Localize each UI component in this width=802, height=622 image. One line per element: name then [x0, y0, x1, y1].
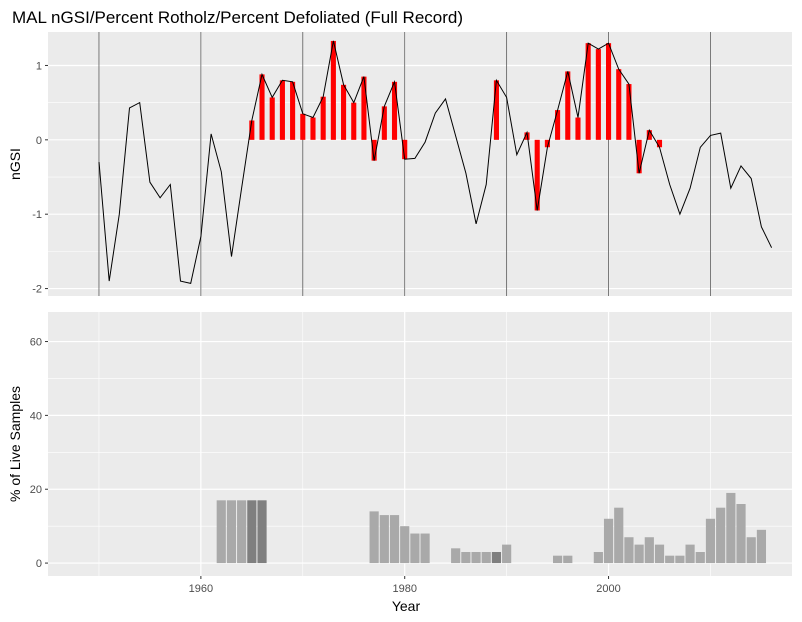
x-axis-label: Year — [392, 598, 421, 614]
chart-title: MAL nGSI/Percent Rotholz/Percent Defolia… — [12, 8, 463, 27]
percent-bar — [471, 552, 481, 564]
percent-bar — [644, 537, 654, 564]
highlight-bar — [575, 117, 581, 140]
percent-bar — [451, 548, 461, 564]
x-tick-label: 1960 — [189, 583, 213, 595]
percent-bar — [389, 515, 400, 564]
percent-bar — [491, 552, 502, 564]
y-tick-label: -2 — [32, 284, 42, 296]
highlight-bar — [534, 139, 540, 211]
percent-bar — [654, 544, 665, 564]
percent-bar — [481, 552, 491, 564]
x-tick-label: 1980 — [392, 583, 416, 595]
percent-bar — [502, 544, 512, 564]
percent-bar — [685, 544, 695, 564]
percent-bar — [226, 500, 237, 564]
bottom-panel-background — [48, 312, 792, 576]
highlight-bar — [279, 80, 285, 140]
percent-bar — [603, 518, 614, 564]
bottom-panel: 0 20 40 60 % of Live Samples — [7, 312, 792, 576]
bottom-panel-y-axis-label: % of Live Samples — [7, 386, 23, 502]
percent-bar — [257, 500, 267, 564]
percent-bar — [379, 515, 389, 564]
y-tick-label: 60 — [30, 337, 42, 349]
highlight-bar — [381, 106, 387, 140]
percent-bar — [756, 529, 767, 564]
percent-bar — [420, 533, 430, 564]
bottom-panel-y-ticks: 0 20 40 60 — [30, 337, 48, 570]
y-tick-label: 0 — [36, 135, 42, 147]
percent-bar — [746, 537, 756, 564]
highlight-bar — [402, 139, 408, 160]
highlight-bar — [341, 84, 347, 140]
percent-bar — [400, 526, 410, 564]
highlight-bar — [259, 74, 265, 140]
top-panel-background — [48, 32, 792, 296]
highlight-bar — [371, 139, 377, 161]
highlight-bar — [351, 102, 357, 140]
highlight-bar — [646, 130, 652, 140]
highlight-bar — [636, 139, 642, 174]
ngsi-series-line — [98, 40, 773, 284]
highlight-bar — [616, 69, 622, 140]
percent-bar — [216, 500, 226, 564]
highlight-bar — [585, 43, 591, 140]
percent-bar — [624, 537, 634, 564]
y-tick-label: 0 — [36, 558, 42, 570]
top-panel-reference-lines — [98, 32, 711, 296]
highlight-bar — [565, 71, 571, 140]
highlight-bar — [320, 96, 326, 140]
percent-bar — [705, 518, 716, 564]
percent-bar — [461, 552, 471, 564]
top-panel: -2 -1 0 1 nGSI — [7, 32, 792, 296]
top-panel-y-ticks: -2 -1 0 1 — [32, 60, 48, 296]
top-panel-y-axis-label: nGSI — [7, 148, 23, 180]
percent-bar — [369, 511, 379, 564]
percent-bar — [695, 552, 705, 564]
percent-bar — [614, 507, 624, 564]
y-tick-label: 1 — [36, 60, 42, 72]
highlight-bar — [269, 97, 275, 140]
highlight-bar — [361, 76, 367, 140]
highlight-bar — [595, 49, 601, 140]
y-tick-label: 40 — [30, 410, 42, 422]
percent-bar — [247, 500, 257, 564]
highlight-bar — [626, 84, 632, 140]
percent-bar — [553, 555, 563, 564]
highlight-bar — [493, 80, 499, 140]
percent-bar — [736, 504, 746, 564]
highlight-bar — [310, 117, 316, 140]
bottom-panel-grid — [48, 312, 792, 576]
x-axis-ticks: 1960 1980 2000 — [189, 576, 621, 595]
highlight-bar — [330, 40, 336, 140]
y-tick-label: -1 — [32, 209, 42, 221]
percent-bar — [410, 533, 420, 564]
top-panel-highlight-bars — [249, 40, 663, 211]
y-tick-label: 20 — [30, 484, 42, 496]
x-tick-label: 2000 — [596, 583, 620, 595]
highlight-bar — [656, 139, 663, 148]
highlight-bar — [391, 81, 398, 140]
percent-bar — [665, 555, 675, 564]
percent-bar — [634, 544, 644, 564]
percent-bar — [726, 492, 736, 564]
highlight-bar — [544, 139, 550, 148]
highlight-bar — [249, 120, 255, 140]
percent-bar — [675, 555, 685, 564]
highlight-bar — [606, 43, 612, 140]
highlight-bar — [290, 81, 296, 140]
highlight-bar — [300, 113, 306, 140]
percent-bar — [563, 555, 573, 564]
highlight-bar — [555, 110, 561, 140]
bottom-panel-bars — [216, 492, 767, 564]
percent-bar — [593, 552, 603, 564]
percent-bar — [237, 500, 247, 564]
percent-bar — [716, 507, 726, 564]
